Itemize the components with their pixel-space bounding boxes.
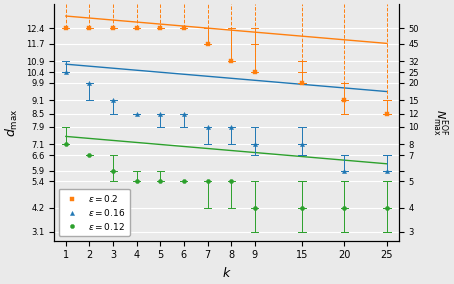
Line: $\varepsilon = 0.2$: $\varepsilon = 0.2$: [64, 26, 389, 116]
$\varepsilon = 0.2$: [252, 70, 257, 74]
$\varepsilon = 0.12$: [63, 143, 69, 146]
$\varepsilon = 0.12$: [158, 180, 163, 183]
$\varepsilon = 0.12$: [134, 180, 139, 183]
$\varepsilon = 0.12$: [181, 180, 187, 183]
$\varepsilon = 0.12$: [252, 206, 257, 209]
Y-axis label: $N^{\mathrm{EOF}}_{\mathrm{max}}$: $N^{\mathrm{EOF}}_{\mathrm{max}}$: [430, 109, 450, 136]
$\varepsilon = 0.16$: [134, 112, 139, 115]
$\varepsilon = 0.2$: [205, 42, 210, 45]
$\varepsilon = 0.16$: [181, 112, 187, 115]
X-axis label: $k$: $k$: [222, 266, 231, 280]
$\varepsilon = 0.16$: [252, 143, 257, 146]
$\varepsilon = 0.12$: [205, 180, 210, 183]
$\varepsilon = 0.12$: [110, 169, 116, 172]
$\varepsilon = 0.16$: [384, 169, 390, 172]
$\varepsilon = 0.2$: [228, 59, 234, 63]
$\varepsilon = 0.16$: [63, 70, 69, 74]
Legend: $\varepsilon = 0.2$, $\varepsilon = 0.16$, $\varepsilon = 0.12$: $\varepsilon = 0.2$, $\varepsilon = 0.16…: [59, 189, 130, 236]
$\varepsilon = 0.2$: [158, 26, 163, 30]
$\varepsilon = 0.16$: [87, 81, 92, 85]
$\varepsilon = 0.16$: [342, 169, 347, 172]
$\varepsilon = 0.12$: [87, 153, 92, 157]
Line: $\varepsilon = 0.12$: $\varepsilon = 0.12$: [64, 142, 389, 210]
$\varepsilon = 0.2$: [181, 26, 187, 30]
$\varepsilon = 0.16$: [228, 125, 234, 128]
$\varepsilon = 0.2$: [110, 26, 116, 30]
Line: $\varepsilon = 0.16$: $\varepsilon = 0.16$: [64, 70, 389, 173]
$\varepsilon = 0.12$: [299, 206, 305, 209]
$\varepsilon = 0.12$: [342, 206, 347, 209]
$\varepsilon = 0.2$: [63, 26, 69, 30]
Y-axis label: $d_{\mathrm{max}}$: $d_{\mathrm{max}}$: [4, 108, 20, 137]
$\varepsilon = 0.2$: [342, 99, 347, 102]
$\varepsilon = 0.12$: [228, 180, 234, 183]
$\varepsilon = 0.2$: [87, 26, 92, 30]
$\varepsilon = 0.16$: [158, 112, 163, 115]
$\varepsilon = 0.2$: [384, 112, 390, 115]
$\varepsilon = 0.2$: [134, 26, 139, 30]
$\varepsilon = 0.16$: [205, 125, 210, 128]
$\varepsilon = 0.12$: [384, 206, 390, 209]
$\varepsilon = 0.16$: [299, 143, 305, 146]
$\varepsilon = 0.16$: [110, 99, 116, 102]
$\varepsilon = 0.2$: [299, 81, 305, 85]
